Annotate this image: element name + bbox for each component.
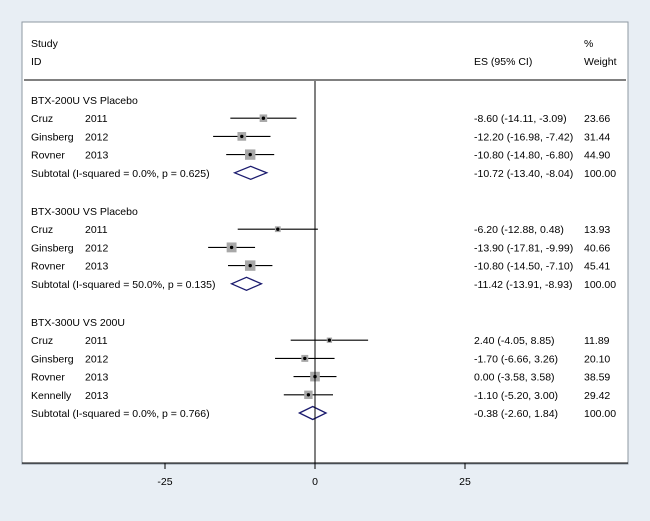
group-title: BTX-300U VS 200U xyxy=(31,317,125,329)
plot-panel xyxy=(21,21,629,465)
point-estimate xyxy=(248,152,252,157)
weight-value: 40.66 xyxy=(584,242,610,254)
subtotal-weight: 100.00 xyxy=(584,279,616,291)
study-row: Ginsberg 2012 -1.70 (-6.66, 3.26) 20.10 xyxy=(31,353,610,365)
study-year: 2013 xyxy=(85,261,109,273)
study-year: 2011 xyxy=(85,224,108,236)
study-name: Rovner xyxy=(31,372,65,384)
study-year: 2012 xyxy=(85,242,109,254)
weight-value: 44.90 xyxy=(584,150,610,162)
study-year: 2013 xyxy=(85,372,109,384)
study-row: Cruz 2011 -8.60 (-14.11, -3.09) 23.66 xyxy=(31,113,610,125)
study-row: Cruz 2011 2.40 (-4.05, 8.85) 11.89 xyxy=(31,335,610,347)
weight-value: 45.41 xyxy=(584,261,610,273)
point-estimate xyxy=(240,134,244,139)
table-header: Study ID ES (95% CI) % Weight xyxy=(31,38,617,68)
study-name: Kennelly xyxy=(31,390,72,402)
x-tick-label: -25 xyxy=(157,476,172,488)
point-estimate xyxy=(276,227,280,231)
subtotal-weight: 100.00 xyxy=(584,168,616,180)
es-ci-value: -1.70 (-6.66, 3.26) xyxy=(474,353,558,365)
header-id: ID xyxy=(31,56,42,68)
header-percent: % xyxy=(584,38,593,50)
subtotal-label: Subtotal (I-squared = 0.0%, p = 0.625) xyxy=(31,168,210,180)
subtotal-weight: 100.00 xyxy=(584,408,616,420)
weight-value: 31.44 xyxy=(584,131,610,143)
group-1: BTX-200U VS Placebo Cruz 2011 -8.60 (-14.11… xyxy=(31,95,616,181)
x-tick-label: 0 xyxy=(312,476,318,488)
study-rows: BTX-200U VS Placebo Cruz 2011 -8.60 (-14.11… xyxy=(31,95,616,421)
weight-value: 20.10 xyxy=(584,353,610,365)
es-ci-value: -10.80 (-14.80, -6.80) xyxy=(474,150,573,162)
study-year: 2012 xyxy=(85,131,109,143)
es-ci-value: -1.10 (-5.20, 3.00) xyxy=(474,390,558,402)
header-weight: Weight xyxy=(584,56,617,68)
x-axis-ticks: -25 0 25 xyxy=(157,463,471,488)
study-name: Cruz xyxy=(31,224,53,236)
study-name: Cruz xyxy=(31,113,53,125)
point-estimate xyxy=(327,338,332,342)
study-name: Cruz xyxy=(31,335,53,347)
subtotal-label: Subtotal (I-squared = 0.0%, p = 0.766) xyxy=(31,408,210,420)
header-study: Study xyxy=(31,38,59,50)
study-row: Rovner 2013 0.00 (-3.58, 3.58) 38.59 xyxy=(31,372,610,384)
group-title: BTX-200U VS Placebo xyxy=(31,95,138,107)
study-row: Rovner 2013 -10.80 (-14.50, -7.10) 45.41 xyxy=(31,260,610,273)
es-ci-value: -12.20 (-16.98, -7.42) xyxy=(474,131,573,143)
point-estimate xyxy=(229,245,234,250)
es-ci-value: -6.20 (-12.88, 0.48) xyxy=(474,224,564,236)
subtotal-diamond xyxy=(232,165,269,181)
weight-value: 11.89 xyxy=(584,335,610,347)
header-es-ci: ES (95% CI) xyxy=(474,56,532,68)
weight-value: 29.42 xyxy=(584,390,610,402)
x-tick-label: 25 xyxy=(459,476,471,488)
subtotal-row: Subtotal (I-squared = 50.0%, p = 0.135) -… xyxy=(31,276,616,292)
subtotal-es-ci: -11.42 (-13.91, -8.93) xyxy=(474,279,572,291)
study-name: Ginsberg xyxy=(31,242,74,254)
study-name: Ginsberg xyxy=(31,131,74,143)
group-title: BTX-300U VS Placebo xyxy=(31,206,138,218)
subtotal-row: Subtotal (I-squared = 0.0%, p = 0.625) -1… xyxy=(31,165,616,181)
study-row: Ginsberg 2012 -13.90 (-17.81, -9.99) 40.66 xyxy=(31,242,610,254)
weight-value: 23.66 xyxy=(584,113,610,125)
point-estimate xyxy=(248,263,252,268)
group-2: BTX-300U VS Placebo Cruz 2011 -6.20 (-12.88… xyxy=(31,206,616,292)
study-row: Rovner 2013 -10.80 (-14.80, -6.80) 44.90 xyxy=(31,149,610,162)
study-row: Cruz 2011 -6.20 (-12.88, 0.48) 13.93 xyxy=(31,224,610,236)
study-year: 2011 xyxy=(85,113,108,125)
point-estimate xyxy=(303,356,307,361)
es-ci-value: 2.40 (-4.05, 8.85) xyxy=(474,335,555,347)
subtotal-diamond xyxy=(229,276,264,292)
subtotal-es-ci: -10.72 (-13.40, -8.04) xyxy=(474,168,573,180)
study-year: 2013 xyxy=(85,390,109,402)
study-year: 2012 xyxy=(85,353,109,365)
study-year: 2011 xyxy=(85,335,108,347)
study-name: Rovner xyxy=(31,150,65,162)
study-row: Kennelly 2013 -1.10 (-5.20, 3.00) 29.42 xyxy=(31,390,610,402)
es-ci-value: 0.00 (-3.58, 3.58) xyxy=(474,372,555,384)
subtotal-label: Subtotal (I-squared = 50.0%, p = 0.135) xyxy=(31,279,215,291)
study-name: Ginsberg xyxy=(31,353,74,365)
es-ci-value: -8.60 (-14.11, -3.09) xyxy=(474,113,567,125)
weight-value: 38.59 xyxy=(584,372,610,384)
study-row: Ginsberg 2012 -12.20 (-16.98, -7.42) 31.44 xyxy=(31,131,610,143)
subtotal-diamond xyxy=(297,405,328,421)
point-estimate xyxy=(306,393,311,397)
study-name: Rovner xyxy=(31,261,65,273)
subtotal-row: Subtotal (I-squared = 0.0%, p = 0.766) -0… xyxy=(31,405,616,421)
study-year: 2013 xyxy=(85,150,109,162)
point-estimate xyxy=(261,116,266,120)
weight-value: 13.93 xyxy=(584,224,610,236)
subtotal-es-ci: -0.38 (-2.60, 1.84) xyxy=(474,408,558,420)
group-3: BTX-300U VS 200U Cruz 2011 2.40 (-4.05, 8.8… xyxy=(31,317,616,421)
es-ci-value: -13.90 (-17.81, -9.99) xyxy=(474,242,573,254)
es-ci-value: -10.80 (-14.50, -7.10) xyxy=(474,261,573,273)
